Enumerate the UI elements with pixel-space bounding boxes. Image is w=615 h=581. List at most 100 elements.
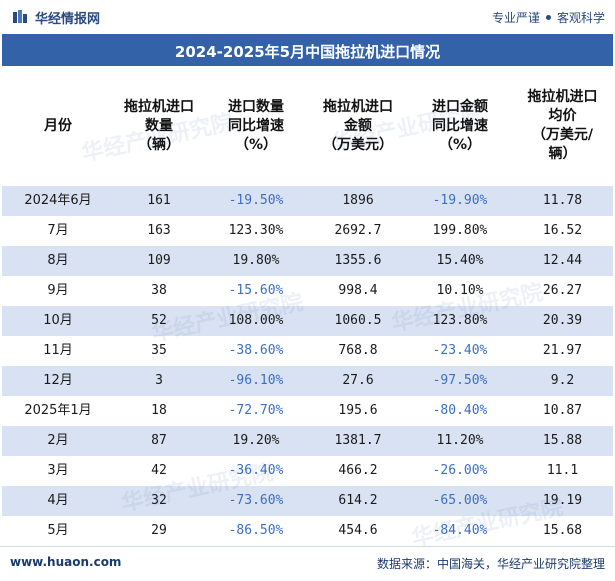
cell-import-qty: 52 xyxy=(151,313,167,328)
cell-avg-price: 11.78 xyxy=(542,193,583,208)
cell-avg-price: 15.68 xyxy=(542,523,583,538)
column-header-qty-yoy: 进口数量 同比增速 （%） xyxy=(228,98,284,153)
table-row: 11月 35 -38.60% 768.8 -23.40% 21.97 xyxy=(2,336,613,366)
cell-month: 2024年6月 xyxy=(24,193,92,208)
cell-avg-price: 9.2 xyxy=(550,373,575,388)
table-row: 7月 163 123.30% 2692.7 199.80% 16.52 xyxy=(2,216,613,246)
column-header-month: 月份 xyxy=(44,117,72,134)
cell-amount-yoy: -26.00% xyxy=(432,463,488,478)
cell-import-amount: 614.2 xyxy=(338,493,378,508)
cell-qty-yoy: -36.40% xyxy=(228,463,284,478)
cell-import-qty: 161 xyxy=(147,193,171,208)
title-bar: 2024-2025年5月中国拖拉机进口情况 xyxy=(2,34,613,66)
cell-qty-yoy: 108.00% xyxy=(228,313,284,328)
cell-month: 2025年1月 xyxy=(24,403,92,418)
page-title: 2024-2025年5月中国拖拉机进口情况 xyxy=(174,43,441,61)
cell-month: 3月 xyxy=(47,463,69,478)
cell-month: 11月 xyxy=(43,343,73,358)
cell-import-amount: 466.2 xyxy=(338,463,378,478)
cell-import-qty: 32 xyxy=(151,493,167,508)
cell-amount-yoy: 10.10% xyxy=(436,283,484,298)
cell-import-amount: 1060.5 xyxy=(334,313,382,328)
column-header-avg-price: 拖拉机进口 均价 （万美元/ 辆） xyxy=(527,89,598,162)
cell-month: 7月 xyxy=(47,223,69,238)
cell-import-qty: 87 xyxy=(151,433,167,448)
cell-month: 9月 xyxy=(47,283,69,298)
cell-import-amount: 195.6 xyxy=(338,403,378,418)
table-row: 2025年1月 18 -72.70% 195.6 -80.40% 10.87 xyxy=(2,396,613,426)
table-row: 5月 29 -86.50% 454.6 -84.40% 15.68 xyxy=(2,516,613,546)
data-source: 数据来源：中国海关，华经产业研究院整理 xyxy=(376,557,605,571)
cell-import-qty: 18 xyxy=(151,403,167,418)
cell-import-amount: 2692.7 xyxy=(334,223,382,238)
column-header-import-amount: 拖拉机进口 金额 （万美元） xyxy=(323,98,393,153)
cell-qty-yoy: -15.60% xyxy=(228,283,284,298)
huajing-logo-icon xyxy=(13,10,27,23)
cell-month: 4月 xyxy=(47,493,69,508)
cell-avg-price: 10.87 xyxy=(542,403,583,418)
cell-import-qty: 3 xyxy=(155,373,163,388)
cell-import-amount: 454.6 xyxy=(338,523,378,538)
cell-amount-yoy: -19.90% xyxy=(432,193,488,208)
dot-separator-icon xyxy=(545,15,551,20)
cell-amount-yoy: 11.20% xyxy=(436,433,484,448)
cell-qty-yoy: -38.60% xyxy=(228,343,284,358)
cell-avg-price: 16.52 xyxy=(542,223,583,238)
tagline-right: 客观科学 xyxy=(556,11,605,25)
cell-amount-yoy: 199.80% xyxy=(432,223,488,238)
cell-avg-price: 11.1 xyxy=(546,463,579,478)
cell-import-amount: 998.4 xyxy=(338,283,378,298)
column-header-amount-yoy: 进口金额 同比增速 （%） xyxy=(432,98,488,153)
cell-qty-yoy: 19.80% xyxy=(232,253,280,268)
cell-import-qty: 163 xyxy=(147,223,171,238)
footer: www.huaon.com 数据来源：中国海关，华经产业研究院整理 xyxy=(0,546,615,581)
cell-qty-yoy: 123.30% xyxy=(228,223,284,238)
cell-amount-yoy: -80.40% xyxy=(432,403,488,418)
cell-month: 8月 xyxy=(47,253,69,268)
cell-amount-yoy: -97.50% xyxy=(432,373,488,388)
cell-amount-yoy: -23.40% xyxy=(432,343,488,358)
cell-import-amount: 768.8 xyxy=(338,343,378,358)
cell-import-amount: 1896 xyxy=(342,193,374,208)
tagline: 专业严谨 客观科学 xyxy=(492,9,605,26)
table-row: 3月 42 -36.40% 466.2 -26.00% 11.1 xyxy=(2,456,613,486)
table-row: 8月 109 19.80% 1355.6 15.40% 12.44 xyxy=(2,246,613,276)
cell-qty-yoy: -96.10% xyxy=(228,373,284,388)
cell-import-qty: 109 xyxy=(147,253,171,268)
cell-amount-yoy: 15.40% xyxy=(436,253,484,268)
cell-qty-yoy: -86.50% xyxy=(228,523,284,538)
cell-amount-yoy: 123.80% xyxy=(432,313,488,328)
table-header: 月份 拖拉机进口 数量 （辆） 进口数量 同比增速 （%） 拖拉机进口 金额 （… xyxy=(2,66,613,186)
website-link[interactable]: www.huaon.com xyxy=(10,555,122,569)
cell-import-amount: 27.6 xyxy=(342,373,374,388)
table-row: 2024年6月 161 -19.50% 1896 -19.90% 11.78 xyxy=(2,186,613,216)
cell-amount-yoy: -65.00% xyxy=(432,493,488,508)
table-body: 2024年6月 161 -19.50% 1896 -19.90% 11.78 7月 163 12… xyxy=(2,186,613,546)
cell-qty-yoy: -72.70% xyxy=(228,403,284,418)
cell-month: 12月 xyxy=(43,373,73,388)
brand-name: 华经情报网 xyxy=(35,12,101,27)
cell-month: 5月 xyxy=(47,523,69,538)
cell-avg-price: 20.39 xyxy=(542,313,583,328)
cell-avg-price: 15.88 xyxy=(542,433,583,448)
cell-month: 2月 xyxy=(47,433,69,448)
cell-avg-price: 12.44 xyxy=(542,253,583,268)
table-row: 12月 3 -96.10% 27.6 -97.50% 9.2 xyxy=(2,366,613,396)
cell-import-qty: 35 xyxy=(151,343,167,358)
cell-import-qty: 38 xyxy=(151,283,167,298)
cell-avg-price: 21.97 xyxy=(542,343,583,358)
cell-qty-yoy: 19.20% xyxy=(232,433,280,448)
column-header-import-qty: 拖拉机进口 数量 （辆） xyxy=(124,98,194,153)
table-row: 4月 32 -73.60% 614.2 -65.00% 19.19 xyxy=(2,486,613,516)
cell-qty-yoy: -19.50% xyxy=(228,193,284,208)
cell-import-amount: 1355.6 xyxy=(334,253,382,268)
cell-month: 10月 xyxy=(43,313,73,328)
cell-import-amount: 1381.7 xyxy=(334,433,382,448)
top-bar: 华经情报网 专业严谨 客观科学 xyxy=(0,0,615,34)
cell-avg-price: 19.19 xyxy=(542,493,583,508)
table-row: 9月 38 -15.60% 998.4 10.10% 26.27 xyxy=(2,276,613,306)
table-row: 2月 87 19.20% 1381.7 11.20% 15.88 xyxy=(2,426,613,456)
cell-avg-price: 26.27 xyxy=(542,283,583,298)
tagline-left: 专业严谨 xyxy=(491,11,540,25)
